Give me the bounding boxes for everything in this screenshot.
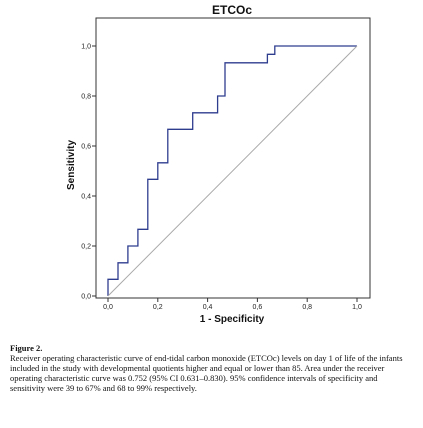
x-tick-label: 0,4: [203, 304, 213, 311]
x-axis-label: 1 - Specificity: [200, 314, 265, 325]
x-tick-label: 0,6: [253, 304, 263, 311]
plot-layer: 0,0 0,2 0,4 0,6 0,8 1,0 0,0 0,2 0,4 0,6 0,8 1,0: [81, 17, 371, 311]
y-tick-label: 0,8: [81, 94, 91, 101]
caption-text: Receiver operating characteristic curve …: [10, 353, 403, 393]
y-tick-label: 1,0: [81, 44, 91, 51]
roc-chart-svg: ETCOc Sensitivity 1 - Specificity 0,0 0,2…: [66, 3, 371, 325]
x-tick-label: 0,0: [103, 304, 113, 311]
y-tick-label: 0,6: [81, 144, 91, 151]
roc-curve-line: [107, 45, 357, 296]
y-tick-label: 0,2: [81, 244, 91, 251]
x-tick-label: 0,2: [153, 304, 163, 311]
y-tick-label: 0,0: [81, 294, 91, 301]
y-axis-label: Sensitivity: [66, 140, 77, 190]
reference-diagonal-line: [107, 45, 358, 297]
caption-title: Figure 2.: [10, 343, 43, 353]
x-tick-label: 1,0: [352, 304, 362, 311]
roc-chart: ETCOc Sensitivity 1 - Specificity 0,0 0,2…: [66, 3, 371, 325]
figure-caption: Figure 2. Receiver operating characteris…: [10, 343, 414, 393]
plot-frame: [95, 17, 371, 299]
chart-title: ETCOc: [212, 3, 252, 17]
y-tick-label: 0,4: [81, 194, 91, 201]
x-tick-label: 0,8: [302, 304, 312, 311]
